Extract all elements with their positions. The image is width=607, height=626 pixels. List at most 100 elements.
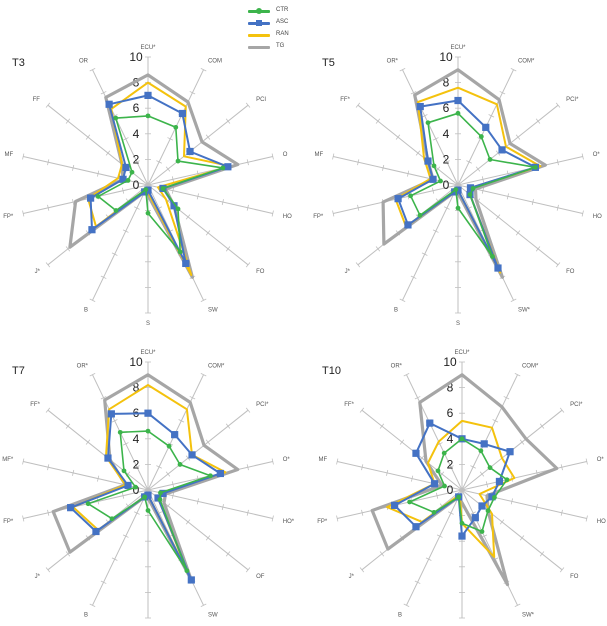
axis-tick-mark: [515, 134, 521, 140]
axis-label: SW: [208, 308, 218, 314]
axis-tick-mark: [185, 519, 191, 525]
axis-tick-mark: [72, 469, 75, 476]
axis-tick-mark: [225, 551, 231, 557]
axis-tick-mark: [506, 193, 509, 200]
chart-title: T5: [322, 57, 335, 69]
data-point-ctr: [455, 205, 461, 211]
data-point-asc: [141, 188, 149, 196]
data-point-asc: [67, 504, 75, 512]
axis-spoke: [457, 104, 559, 186]
axis-label: OR*: [387, 58, 399, 64]
data-point-asc: [429, 175, 437, 183]
axis-spoke: [406, 489, 463, 606]
data-point-ctr: [435, 468, 441, 474]
axis-tick-mark: [225, 246, 231, 252]
data-point-ctr: [95, 193, 101, 199]
axis-tick-mark: [421, 252, 428, 256]
axis-tick-mark: [200, 603, 207, 607]
data-point-asc: [478, 502, 486, 510]
axis-tick-mark: [72, 164, 75, 171]
axis-tick-mark: [481, 187, 485, 194]
axis-tick-mark: [225, 118, 231, 124]
axis-label: MF: [319, 457, 328, 463]
axis-tick-mark: [171, 187, 175, 194]
axis-tick-mark: [448, 511, 454, 515]
data-point-ctr: [467, 192, 473, 197]
data-point-ctr: [207, 473, 213, 479]
axis-tick-mark: [499, 91, 506, 95]
data-point-ctr: [129, 169, 135, 175]
data-point-asc: [144, 91, 152, 99]
axis-tick-mark: [121, 492, 125, 499]
axis-spoke: [147, 156, 273, 186]
data-point-asc: [187, 576, 195, 584]
axis-tick-mark: [432, 137, 439, 141]
data-point-ctr: [142, 494, 148, 500]
axis-tick-mark: [105, 150, 111, 156]
axis-label: ECU*: [454, 350, 470, 356]
axis-label: S: [146, 321, 150, 327]
axis-tick-mark: [245, 262, 251, 268]
axis-tick-mark: [47, 509, 50, 516]
data-point-asc: [498, 146, 506, 154]
axis-tick-mark: [535, 246, 541, 252]
axis-tick-mark: [470, 465, 476, 469]
axis-label: O: [283, 152, 288, 158]
axis-tick-mark: [205, 439, 211, 445]
axis-tick-mark: [185, 455, 191, 461]
data-point-asc: [488, 493, 496, 501]
data-point-ctr: [173, 124, 179, 130]
data-point-asc: [171, 431, 179, 439]
axis-tick-mark: [45, 567, 51, 573]
data-point-asc: [454, 96, 462, 105]
data-point-asc: [224, 163, 232, 171]
radial-tick-label: 4: [443, 127, 450, 141]
data-point-ctr: [453, 187, 459, 193]
axis-tick-mark: [122, 442, 129, 446]
data-point-asc: [88, 226, 96, 234]
data-point-ctr: [490, 254, 495, 259]
data-point-ctr: [157, 497, 163, 502]
axis-tick-mark: [89, 298, 96, 302]
radar-chart-t10: T10ECU*COM*PCI*O*HOFOSW*SBJ*FP*MFFF*OR*0…: [317, 350, 606, 619]
axis-tick-mark: [379, 423, 385, 429]
axis-tick-mark: [399, 439, 405, 445]
axis-tick-mark: [111, 419, 118, 423]
axis-label: FF: [33, 97, 41, 103]
axis-tick-mark: [271, 153, 274, 160]
axis-tick-mark: [510, 68, 517, 72]
axis-tick-mark: [72, 199, 75, 206]
axis-tick-mark: [403, 603, 410, 607]
axis-tick-mark: [514, 373, 521, 377]
axis-tick-mark: [481, 176, 485, 183]
chart-title: T10: [322, 365, 341, 377]
axis-tick-mark: [425, 557, 432, 561]
data-point-ctr: [407, 499, 412, 505]
axis-tick-mark: [22, 153, 25, 160]
radial-tick-label: 2: [443, 152, 450, 166]
axis-spoke: [457, 156, 583, 186]
series-line-tg: [370, 373, 559, 587]
radial-tick-label: 4: [133, 432, 140, 446]
axis-tick-mark: [479, 471, 485, 477]
data-point-asc: [471, 514, 479, 522]
axis-tick-mark: [97, 170, 100, 177]
axis-tick-mark: [495, 150, 501, 156]
axis-tick-mark: [205, 535, 211, 541]
axis-tick-mark: [171, 481, 175, 488]
axis-tick-mark: [97, 498, 100, 505]
axis-tick-mark: [495, 214, 501, 220]
axis-tick-mark: [111, 252, 118, 256]
axis-tick-mark: [134, 511, 140, 515]
axis-tick-mark: [221, 504, 224, 511]
data-point-ctr: [117, 429, 123, 435]
radial-tick-label: 4: [133, 127, 140, 141]
axis-tick-mark: [271, 210, 274, 217]
axis-tick-mark: [122, 137, 129, 141]
axis-tick-mark: [395, 134, 401, 140]
data-point-asc: [412, 449, 420, 457]
axis-tick-mark: [97, 475, 100, 482]
axis-spoke: [23, 489, 149, 519]
axis-tick-mark: [475, 166, 481, 172]
axis-label: FP*: [3, 214, 14, 220]
